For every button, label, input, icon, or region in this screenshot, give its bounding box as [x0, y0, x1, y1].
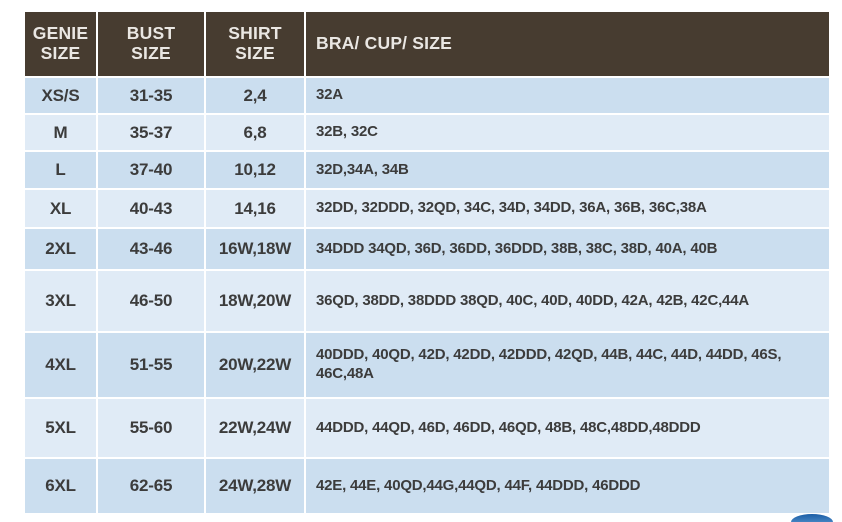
header-bust-size: BUST SIZE: [98, 12, 204, 76]
genie-size-cell: 3XL: [25, 271, 96, 331]
bra-cup-size-cell: 32B, 32C: [306, 115, 829, 150]
bra-cup-size-cell: 32DD, 32DDD, 32QD, 34C, 34D, 34DD, 36A, …: [306, 190, 829, 227]
genie-size-cell: 4XL: [25, 333, 96, 397]
header-genie-line2: SIZE: [40, 43, 81, 63]
bust-size-cell: 43-46: [98, 229, 204, 269]
header-shirt-size: SHIRT SIZE: [206, 12, 304, 76]
shirt-size-cell: 24W,28W: [206, 459, 304, 513]
shirt-size-cell: 2,4: [206, 78, 304, 113]
bra-cup-size-cell: 42E, 44E, 40QD,44G,44QD, 44F, 44DDD, 46D…: [306, 459, 829, 513]
table-row-4xl: 4XL 51-55 20W,22W 40DDD, 40QD, 42D, 42DD…: [25, 333, 829, 397]
bust-size-cell: 55-60: [98, 399, 204, 457]
header-shirt-line1: SHIRT: [228, 23, 282, 44]
table-row-m: M 35-37 6,8 32B, 32C: [25, 115, 829, 150]
table-row-xl: XL 40-43 14,16 32DD, 32DDD, 32QD, 34C, 3…: [25, 190, 829, 227]
shirt-size-cell: 18W,20W: [206, 271, 304, 331]
shirt-size-cell: 22W,24W: [206, 399, 304, 457]
genie-size-cell: 5XL: [25, 399, 96, 457]
table-row-5xl: 5XL 55-60 22W,24W 44DDD, 44QD, 46D, 46DD…: [25, 399, 829, 457]
header-genie-line1: GENIE: [32, 23, 89, 44]
genie-size-cell: L: [25, 152, 96, 188]
genie-size-cell: XS/S: [25, 78, 96, 113]
bust-size-cell: 46-50: [98, 271, 204, 331]
bra-cup-size-cell: 32D,34A, 34B: [306, 152, 829, 188]
bust-size-cell: 37-40: [98, 152, 204, 188]
genie-size-cell: 2XL: [25, 229, 96, 269]
blue-ellipse-decoration: [791, 514, 833, 522]
genie-size-cell: 6XL: [25, 459, 96, 513]
size-chart-table: GENIE SIZE BUST SIZE SHIRT SIZE BRA/ CUP…: [25, 12, 829, 515]
table-row-xs-s: XS/S 31-35 2,4 32A: [25, 78, 829, 113]
shirt-size-cell: 14,16: [206, 190, 304, 227]
bra-cup-size-cell: 44DDD, 44QD, 46D, 46DD, 46QD, 48B, 48C,4…: [306, 399, 829, 457]
bra-cup-size-cell: 36QD, 38DD, 38DDD 38QD, 40C, 40D, 40DD, …: [306, 271, 829, 331]
genie-size-cell: XL: [25, 190, 96, 227]
table-header-row: GENIE SIZE BUST SIZE SHIRT SIZE BRA/ CUP…: [25, 12, 829, 76]
shirt-size-cell: 20W,22W: [206, 333, 304, 397]
bust-size-cell: 35-37: [98, 115, 204, 150]
header-bust-line2: SIZE: [131, 43, 171, 63]
bust-size-cell: 31-35: [98, 78, 204, 113]
bust-size-cell: 51-55: [98, 333, 204, 397]
table-row-3xl: 3XL 46-50 18W,20W 36QD, 38DD, 38DDD 38QD…: [25, 271, 829, 331]
table-row-l: L 37-40 10,12 32D,34A, 34B: [25, 152, 829, 188]
header-bra-label: BRA/ CUP/ SIZE: [316, 33, 453, 54]
header-bra-cup-size: BRA/ CUP/ SIZE: [306, 12, 829, 76]
genie-size-cell: M: [25, 115, 96, 150]
header-genie-size: GENIE SIZE: [25, 12, 96, 76]
shirt-size-cell: 6,8: [206, 115, 304, 150]
bust-size-cell: 40-43: [98, 190, 204, 227]
bust-size-cell: 62-65: [98, 459, 204, 513]
shirt-size-cell: 10,12: [206, 152, 304, 188]
bra-cup-size-cell: 40DDD, 40QD, 42D, 42DD, 42DDD, 42QD, 44B…: [306, 333, 829, 397]
table-row-6xl: 6XL 62-65 24W,28W 42E, 44E, 40QD,44G,44Q…: [25, 459, 829, 513]
shirt-size-cell: 16W,18W: [206, 229, 304, 269]
header-bust-line1: BUST: [126, 23, 176, 44]
table-row-2xl: 2XL 43-46 16W,18W 34DDD 34QD, 36D, 36DD,…: [25, 229, 829, 269]
table-body: XS/S 31-35 2,4 32A M 35-37 6,8 32B, 32C …: [25, 78, 829, 513]
bra-cup-size-cell: 32A: [306, 78, 829, 113]
bra-cup-size-cell: 34DDD 34QD, 36D, 36DD, 36DDD, 38B, 38C, …: [306, 229, 829, 269]
header-shirt-line2: SIZE: [235, 43, 275, 63]
